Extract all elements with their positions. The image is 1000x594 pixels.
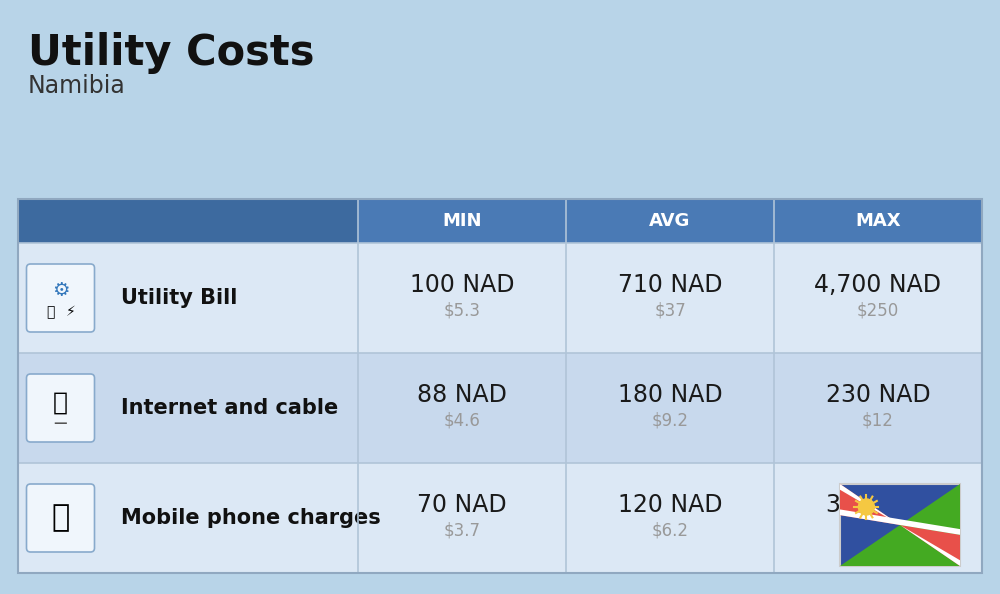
Text: 📱: 📱	[51, 504, 70, 532]
Text: 230 NAD: 230 NAD	[826, 383, 930, 407]
Text: 70 NAD: 70 NAD	[417, 493, 507, 517]
Text: Internet and cable: Internet and cable	[121, 398, 338, 418]
Text: $4.6: $4.6	[444, 412, 480, 430]
FancyBboxPatch shape	[18, 243, 982, 353]
Text: MAX: MAX	[855, 212, 901, 230]
Text: $37: $37	[654, 302, 686, 320]
Text: 120 NAD: 120 NAD	[618, 493, 722, 517]
FancyBboxPatch shape	[18, 199, 358, 243]
Text: Utility Costs: Utility Costs	[28, 32, 314, 74]
Polygon shape	[840, 484, 960, 566]
Text: ─: ─	[55, 415, 66, 434]
Text: 180 NAD: 180 NAD	[618, 383, 722, 407]
Polygon shape	[840, 510, 960, 535]
Text: $6.2: $6.2	[652, 522, 688, 540]
Text: $250: $250	[857, 302, 899, 320]
Text: AVG: AVG	[649, 212, 691, 230]
FancyBboxPatch shape	[26, 374, 94, 442]
Text: 350 NAD: 350 NAD	[826, 493, 930, 517]
FancyBboxPatch shape	[18, 463, 982, 573]
Text: ⚡: ⚡	[66, 305, 75, 319]
Text: Mobile phone charges: Mobile phone charges	[121, 508, 381, 528]
Polygon shape	[840, 484, 960, 566]
Text: 710 NAD: 710 NAD	[618, 273, 722, 297]
Circle shape	[858, 499, 874, 515]
Text: $9.2: $9.2	[652, 412, 688, 430]
Text: $18: $18	[862, 522, 894, 540]
Polygon shape	[840, 484, 960, 566]
Text: Utility Bill: Utility Bill	[121, 288, 237, 308]
FancyBboxPatch shape	[18, 353, 982, 463]
Text: $12: $12	[862, 412, 894, 430]
Text: 88 NAD: 88 NAD	[417, 383, 507, 407]
Text: 100 NAD: 100 NAD	[410, 273, 514, 297]
FancyBboxPatch shape	[26, 484, 94, 552]
FancyBboxPatch shape	[840, 484, 960, 566]
FancyBboxPatch shape	[18, 199, 982, 243]
Text: MIN: MIN	[442, 212, 482, 230]
Text: 📶: 📶	[53, 391, 68, 415]
Text: Namibia: Namibia	[28, 74, 126, 98]
Text: $5.3: $5.3	[444, 302, 480, 320]
Text: ⚙: ⚙	[52, 280, 69, 299]
Text: 4,700 NAD: 4,700 NAD	[814, 273, 942, 297]
Text: 🔌: 🔌	[46, 305, 55, 319]
FancyBboxPatch shape	[26, 264, 94, 332]
Text: $3.7: $3.7	[444, 522, 480, 540]
